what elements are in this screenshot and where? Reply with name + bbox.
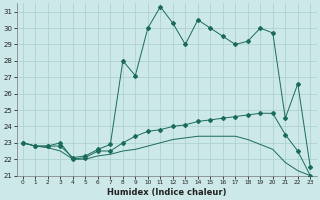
X-axis label: Humidex (Indice chaleur): Humidex (Indice chaleur) [107,188,226,197]
